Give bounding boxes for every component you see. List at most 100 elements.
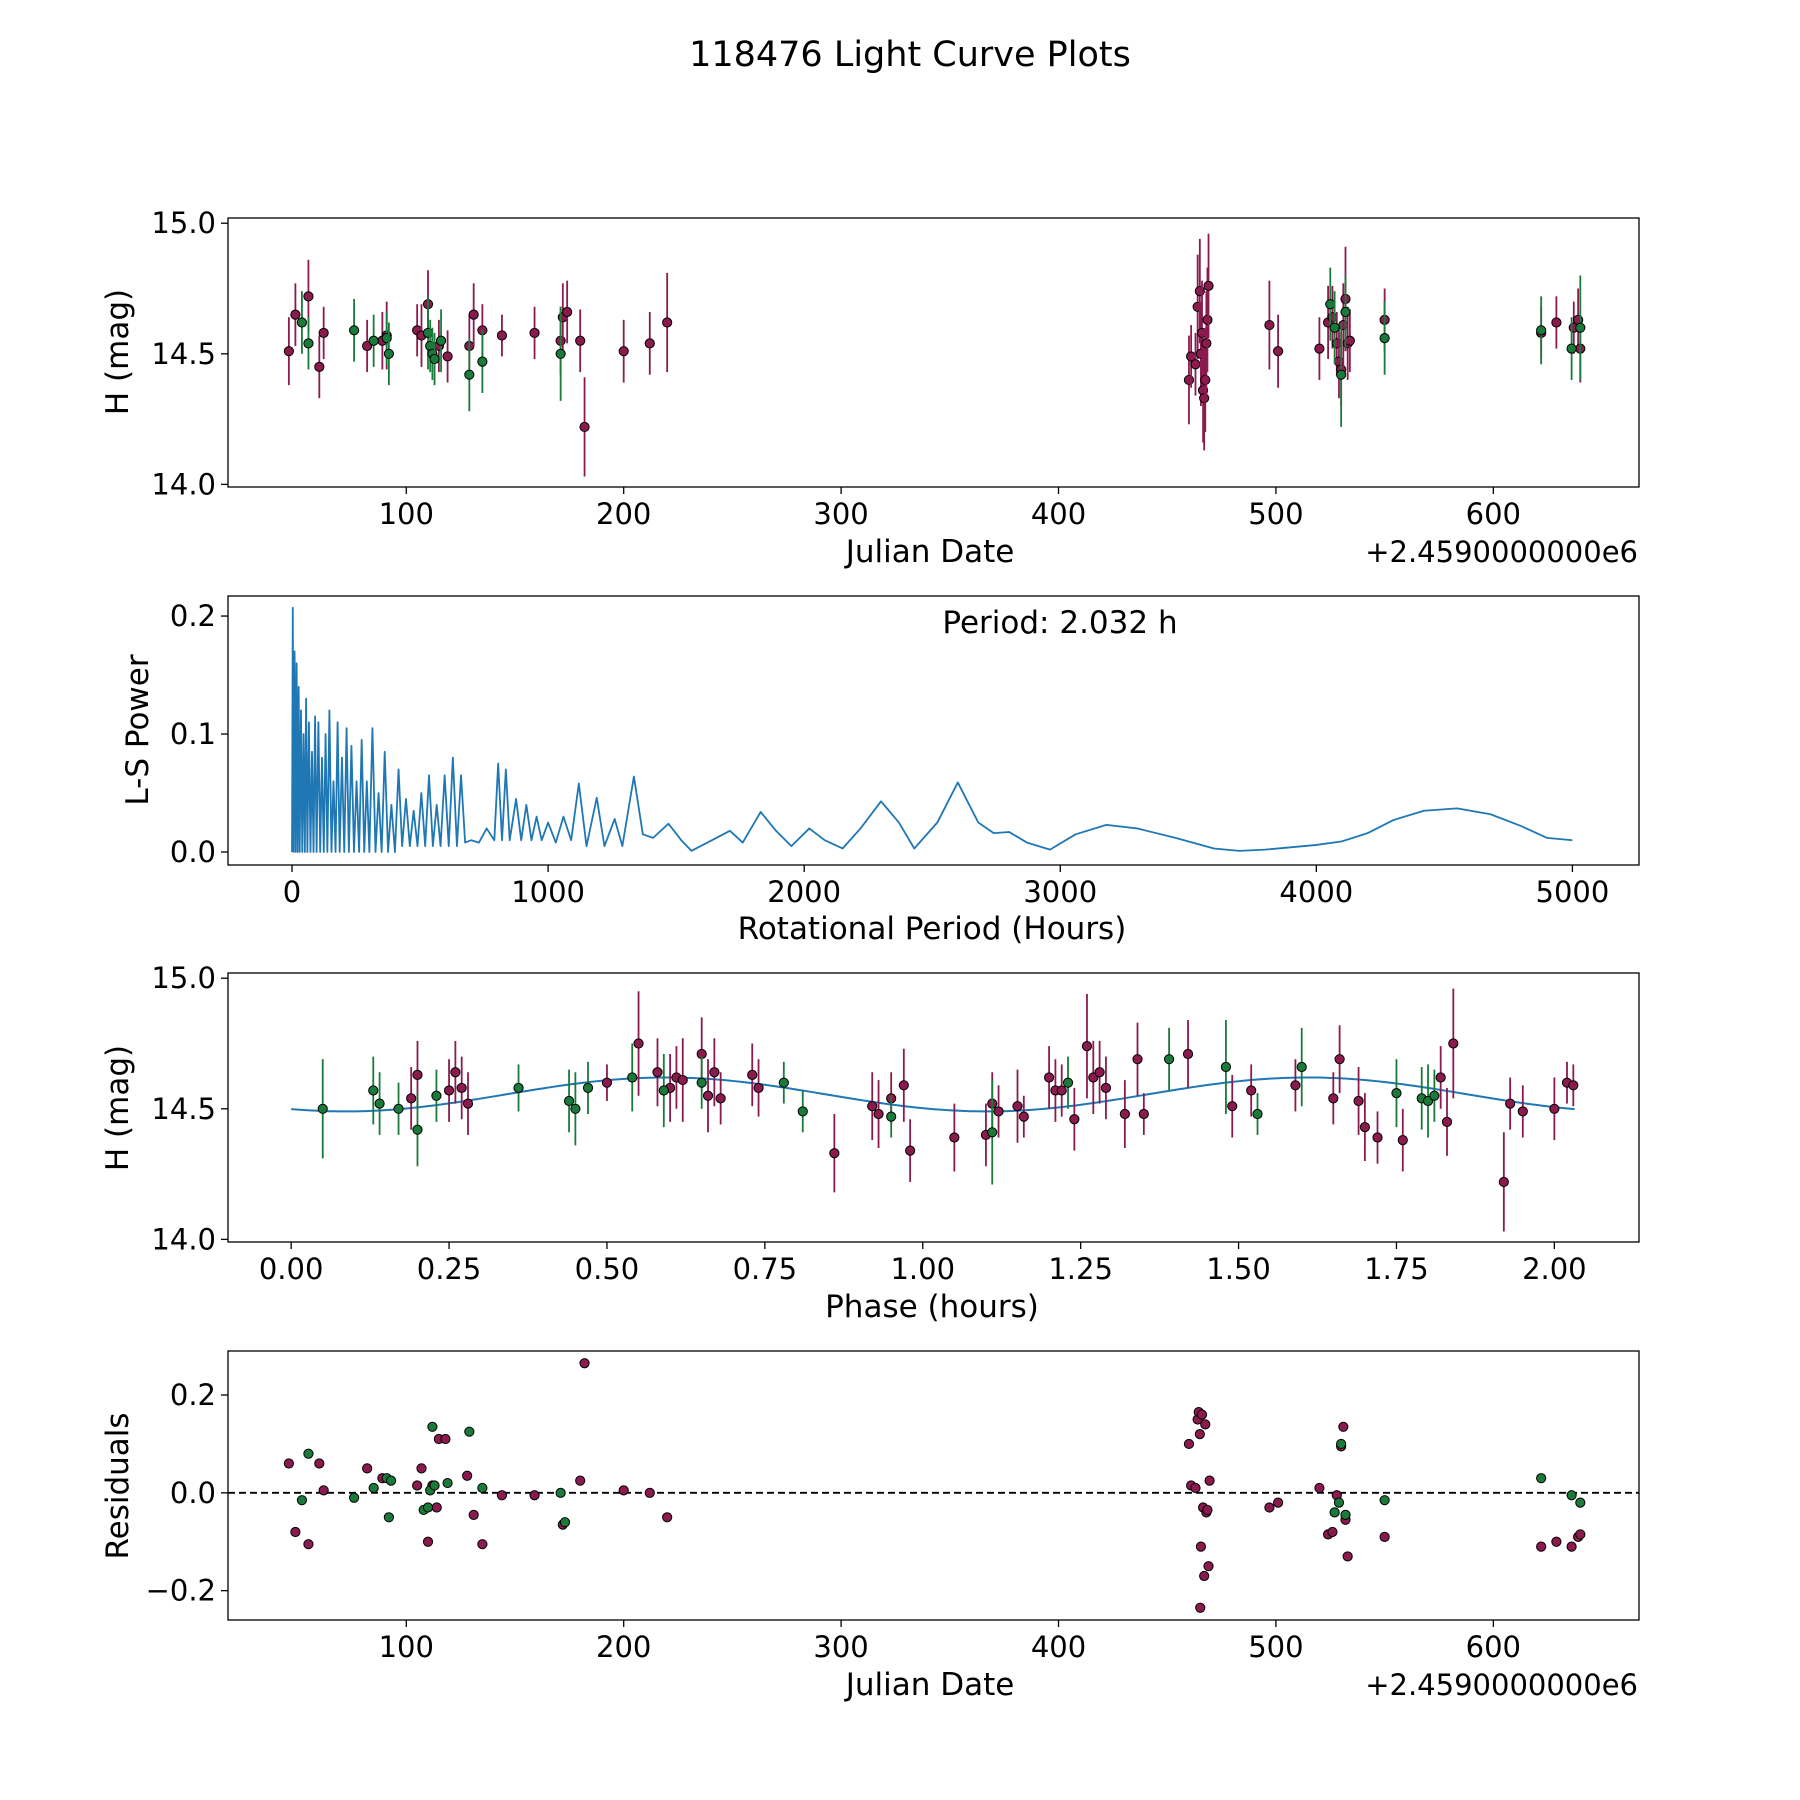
phased-light-curve-point-magenta xyxy=(829,1148,840,1159)
residuals-point-magenta xyxy=(440,1433,451,1445)
phased-light-curve-point-magenta xyxy=(412,1069,423,1080)
phased-light-curve-point-green xyxy=(1391,1088,1402,1099)
phased-light-curve-point-green xyxy=(570,1103,581,1114)
phased-light-curve-point-magenta xyxy=(867,1101,878,1112)
residuals-point-magenta xyxy=(1264,1502,1275,1513)
residuals-point-green xyxy=(422,1502,434,1513)
light-curve-point-magenta xyxy=(1327,312,1338,323)
residuals-point-green xyxy=(1336,1438,1347,1450)
periodogram-x-tick-label: 3000 xyxy=(1023,875,1097,909)
phased-light-curve-point-magenta xyxy=(462,1098,474,1109)
periodogram-y-tick-label: 0.1 xyxy=(170,717,216,751)
residuals-axes-frame xyxy=(227,1350,1640,1621)
phased-light-curve-point-magenta xyxy=(1334,1054,1345,1065)
residuals-point-green xyxy=(1329,1507,1340,1518)
periodogram-x-tick-label: 2000 xyxy=(767,875,841,909)
light-curve-point-green xyxy=(435,335,447,346)
residuals-point-magenta xyxy=(1338,1421,1349,1432)
residuals-point-magenta xyxy=(1195,1602,1206,1613)
periodogram-y-tick-label: 0.0 xyxy=(170,835,216,869)
residuals-point-magenta xyxy=(318,1485,329,1496)
light-curve-axes-frame xyxy=(227,217,1640,488)
phased-light-curve-ticks: 0.00 0.25 0.50 0.75 1.00 1.25 1.50 1.75 2.00 14.0… xyxy=(151,961,1586,1286)
residuals-point-magenta xyxy=(1314,1482,1325,1494)
residuals-offset-text: +2.4590000000e6 xyxy=(1365,1668,1638,1702)
phased-light-curve-point-magenta xyxy=(1397,1135,1408,1146)
phased-light-curve-point-green xyxy=(797,1106,808,1117)
light-curve-point-green xyxy=(348,325,360,336)
residuals-y-tick-label: 0.0 xyxy=(170,1476,216,1510)
phased-light-curve-point-green xyxy=(374,1098,385,1109)
light-curve-point-green xyxy=(383,348,394,359)
residuals-point-green xyxy=(555,1487,566,1498)
residuals-point-green xyxy=(385,1475,397,1486)
residuals-x-tick-label: 100 xyxy=(379,1630,434,1664)
phased-light-curve-point-magenta xyxy=(652,1067,663,1078)
light-curve-point-green xyxy=(303,338,314,349)
phased-light-curve-point-magenta xyxy=(1246,1085,1257,1096)
residuals-point-magenta xyxy=(1202,1504,1213,1516)
phased-light-curve-point-magenta xyxy=(1517,1106,1528,1117)
periodogram-ticks: 0 1000 2000 3000 4000 5000 0.0 0.1 0.2 xyxy=(170,599,1609,909)
phased-light-curve-point-magenta xyxy=(1372,1132,1383,1143)
periodogram-plot-area xyxy=(291,606,1573,853)
phased-light-curve-y-tick-label: 14.5 xyxy=(151,1092,216,1126)
residuals-point-magenta xyxy=(1203,1561,1214,1572)
light-curve-point-magenta xyxy=(1190,359,1201,370)
residuals-point-magenta xyxy=(644,1487,655,1498)
residuals-point-magenta xyxy=(362,1463,373,1474)
residuals-ticks: 100 200 300 400 500 600 −0.2 0.0 0.2 xyxy=(146,1378,1521,1664)
phased-light-curve-point-magenta xyxy=(1094,1067,1105,1078)
periodogram-x-tick-label: 0 xyxy=(283,875,301,909)
phased-light-curve-point-green xyxy=(886,1111,897,1122)
residuals-point-green xyxy=(429,1480,440,1491)
residuals-x-tick-label: 300 xyxy=(813,1630,868,1664)
light-curve-point-magenta xyxy=(1338,319,1349,331)
period-annotation: Period: 2.032 h xyxy=(942,605,1177,641)
phased-light-curve-point-magenta xyxy=(677,1074,688,1086)
phased-light-curve-x-tick-label: 0.25 xyxy=(417,1252,482,1286)
phased-light-curve-point-magenta xyxy=(1505,1098,1516,1109)
residuals-point-magenta xyxy=(1200,1419,1211,1430)
residuals-point-green xyxy=(559,1517,571,1528)
light-curve-point-magenta xyxy=(1202,314,1213,325)
phased-light-curve-point-magenta xyxy=(1012,1101,1023,1112)
light-curve-ticks: 100 200 300 400 500 600 14.0 14.5 15.0 xyxy=(151,206,1521,531)
residuals-point-magenta xyxy=(1379,1531,1390,1542)
light-curve-point-magenta xyxy=(644,338,655,349)
light-curve-plot-area xyxy=(283,233,1586,477)
light-curve-point-magenta xyxy=(1314,343,1325,354)
periodogram-x-tick-label: 5000 xyxy=(1536,875,1610,909)
light-curve-point-green xyxy=(1340,306,1351,318)
light-curve-point-magenta xyxy=(618,346,629,357)
phased-light-curve-point-magenta xyxy=(747,1069,758,1080)
residuals-point-green xyxy=(1575,1497,1586,1508)
phased-light-curve-point-green xyxy=(1220,1061,1232,1073)
phased-light-curve-x-label: Phase (hours) xyxy=(825,1289,1039,1325)
phased-light-curve-point-magenta xyxy=(1132,1054,1143,1065)
residuals-point-magenta xyxy=(1566,1541,1577,1552)
residuals-x-tick-label: 500 xyxy=(1248,1630,1303,1664)
phased-light-curve-point-magenta xyxy=(1227,1101,1238,1112)
residuals-point-green xyxy=(464,1426,475,1437)
light-curve-point-magenta xyxy=(1194,286,1205,297)
phased-light-curve-point-magenta xyxy=(1448,1038,1459,1049)
phased-light-curve-point-magenta xyxy=(1328,1093,1339,1104)
phased-light-curve-point-magenta xyxy=(443,1085,455,1096)
residuals-point-green xyxy=(427,1421,438,1432)
light-curve-point-magenta xyxy=(362,340,373,352)
phased-light-curve-point-green xyxy=(431,1090,442,1101)
light-curve-point-magenta xyxy=(283,346,294,357)
phased-light-curve-point-magenta xyxy=(709,1067,720,1078)
periodogram-power-line xyxy=(291,606,1573,853)
residuals-point-magenta xyxy=(283,1458,294,1469)
residuals-point-magenta xyxy=(579,1358,590,1369)
periodogram-axes-frame xyxy=(227,595,1640,866)
phased-light-curve-plot-area xyxy=(291,988,1579,1232)
residuals-point-green xyxy=(442,1477,453,1489)
light-curve-point-green xyxy=(368,335,379,346)
residuals-x-tick-label: 400 xyxy=(1031,1630,1086,1664)
phased-light-curve-point-magenta xyxy=(702,1090,714,1101)
light-curve-point-green xyxy=(1336,369,1347,380)
residuals-point-magenta xyxy=(412,1480,423,1491)
